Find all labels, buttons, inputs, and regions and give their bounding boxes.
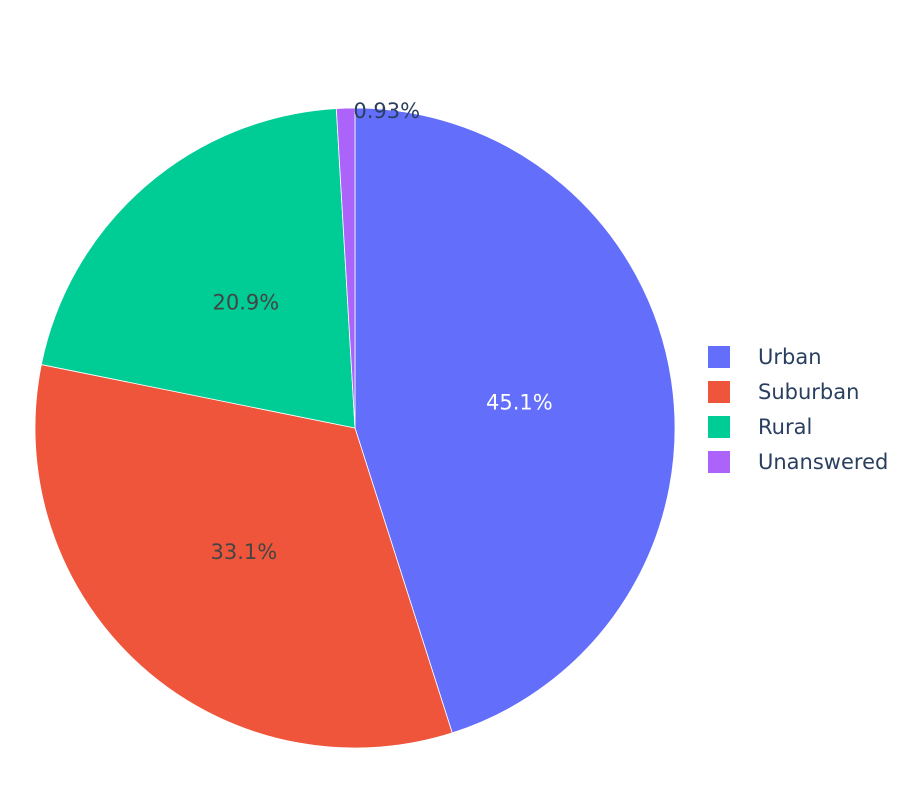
legend-label-suburban[interactable]: Suburban <box>758 380 859 404</box>
slice-label-rural: 20.9% <box>213 290 280 314</box>
pie-slices <box>34 107 676 749</box>
slice-label-urban: 45.1% <box>486 390 553 414</box>
legend: Urban Suburban Rural Unanswered <box>708 345 888 474</box>
pie-slice-urban[interactable] <box>354 107 676 734</box>
legend-label-rural[interactable]: Rural <box>758 415 812 439</box>
slice-label-suburban: 33.1% <box>211 540 278 564</box>
legend-label-unanswered[interactable]: Unanswered <box>758 450 888 474</box>
slice-label-unanswered: 0.93% <box>353 99 420 123</box>
pie-slice-rural[interactable] <box>40 108 356 429</box>
legend-label-urban[interactable]: Urban <box>758 345 822 369</box>
legend-swatch-rural[interactable] <box>708 416 730 438</box>
legend-swatch-urban[interactable] <box>708 346 730 368</box>
pie-slice-unanswered[interactable] <box>335 107 356 429</box>
legend-swatch-suburban[interactable] <box>708 381 730 403</box>
legend-swatch-unanswered[interactable] <box>708 451 730 473</box>
pie-slice-suburban[interactable] <box>34 364 453 749</box>
pie-labels: 45.1% 33.1% 20.9% 0.93% <box>211 99 553 564</box>
